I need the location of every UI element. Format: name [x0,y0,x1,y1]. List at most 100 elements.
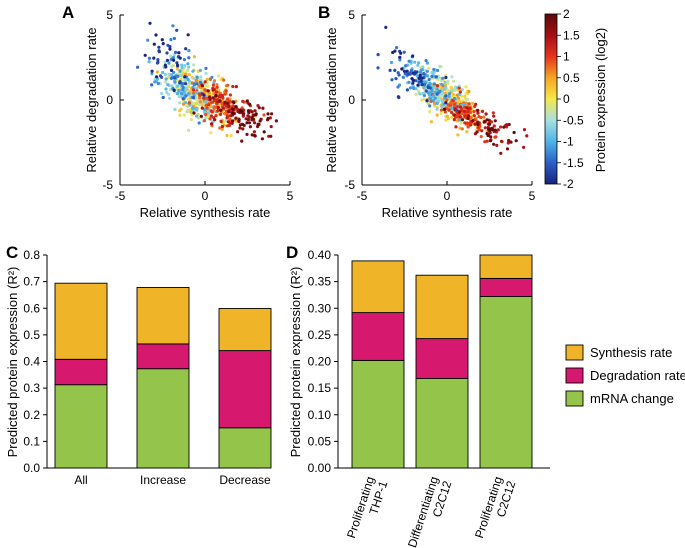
scatter-point [231,84,235,89]
scatter-point [450,75,454,79]
scatter-point [217,74,221,78]
scatter-point [195,82,199,86]
scatter-point [234,116,238,120]
scatter-point [228,93,232,97]
scatter-point [493,119,497,123]
scatter-point [435,92,439,96]
scatter-point [466,116,470,120]
scatter-point [396,71,400,75]
scatter-point [422,93,426,98]
bar-c-ytick-label: 0.7 [23,275,40,289]
scatter-point [461,112,465,116]
scatter-point [432,94,436,98]
scatter-point [215,98,220,102]
scatter-point [173,50,178,55]
scatter-point [150,69,154,73]
scatter-point [165,90,169,94]
scatter-point [205,77,209,81]
colorbar-tick-label: 0 [563,92,570,106]
scatter-point [187,65,191,69]
scatter-point [225,133,229,138]
scatter-point [428,110,432,114]
scatter-point [522,128,527,132]
scatter-point [435,101,439,106]
scatter-point [429,120,433,124]
bar-c-bar-segment [218,308,272,352]
scatter-point [156,81,160,86]
scatter-point [270,112,274,116]
panel-letter-a: A [62,3,74,22]
scatter-b-ytick: 0 [348,93,355,107]
scatter-point [450,88,454,92]
scatter-point [172,76,176,80]
scatter-point [207,103,211,107]
scatter-point [413,60,417,64]
scatter-b-xtick: 5 [529,189,536,203]
bar-d-bar-segment [415,378,469,469]
scatter-point [208,117,212,121]
scatter-point [253,109,257,113]
scatter-point [155,61,160,65]
scatter-point [260,137,264,141]
bar-c-bar-segment [136,287,190,345]
scatter-point [442,107,446,111]
scatter-point [489,135,493,139]
scatter-point [500,139,504,143]
scatter-point [173,80,177,84]
bar-c-category-label: Increase [140,473,186,487]
scatter-point [274,119,278,123]
scatter-point [214,90,219,94]
scatter-point [455,114,459,118]
panel-letter-d: D [286,243,298,262]
scatter-point [469,116,473,120]
scatter-point [147,56,151,60]
scatter-point [422,72,426,76]
scatter-point [176,74,180,78]
scatter-point [411,81,415,85]
scatter-point [269,125,273,129]
scatter-point [197,92,201,96]
scatter-point [213,118,217,122]
scatter-point [155,75,159,79]
scatter-point [191,106,195,110]
scatter-point [178,69,182,73]
scatter-point [192,77,196,81]
scatter-point [178,109,182,113]
bar-d-ytick-label: 0.20 [308,355,332,369]
scatter-point [431,99,435,103]
scatter-point [221,98,225,102]
bar-chart-d: 0.00 0.05 0.10 0.15 0.20 0.25 0.30 0.35 0.40 Prol… [308,248,550,548]
scatter-point [153,80,157,84]
scatter-point [206,111,210,115]
scatter-point [455,108,459,112]
bar-d-category-label: ProliferatingC2C12 [472,474,519,544]
scatter-point [469,123,473,127]
scatter-point [398,55,402,59]
scatter-point [183,82,188,86]
scatter-point [484,112,488,116]
scatter-point [476,120,480,124]
scatter-point [220,127,224,131]
scatter-point [446,117,450,121]
scatter-a-ytick: -5 [102,178,113,192]
scatter-a-xlabel: Relative synthesis rate [140,205,271,220]
scatter-point [229,134,233,138]
scatter-point [396,95,400,99]
scatter-point [446,79,450,83]
scatter-point [455,105,459,109]
scatter-point [198,96,202,100]
scatter-point [202,110,206,114]
scatter-point [185,110,189,114]
bar-d-ytick-label: 0.30 [308,301,332,315]
scatter-point [212,81,216,85]
scatter-point [414,92,418,96]
scatter-point [187,56,191,60]
bar-c-bar-segment [54,282,108,360]
scatter-point [168,47,172,51]
scatter-point [169,38,173,42]
scatter-point [210,100,215,104]
scatter-point [179,74,183,78]
scatter-point [240,139,244,143]
scatter-point [186,33,190,37]
bar-d-category-label: DifferentiatingC2C12 [405,474,455,548]
